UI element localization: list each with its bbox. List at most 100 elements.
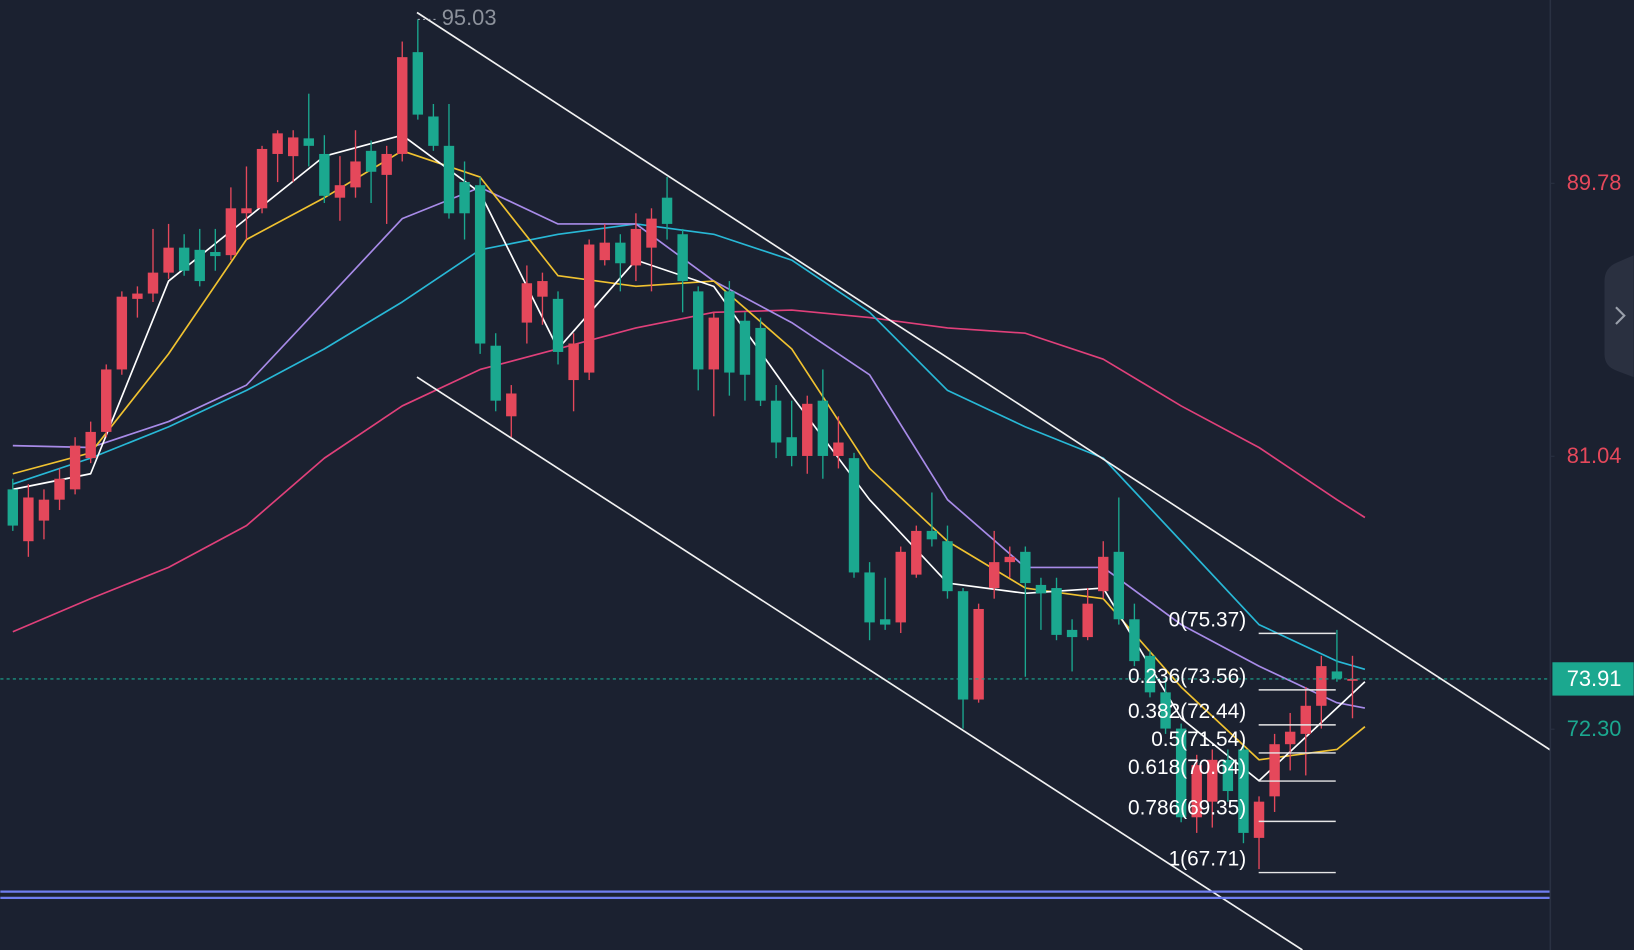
candle-body <box>1284 731 1296 745</box>
candle-body <box>38 499 50 521</box>
last-price-label: 73.91 <box>1567 666 1622 691</box>
candle-body <box>1160 692 1171 729</box>
candle-body <box>1222 759 1234 792</box>
y-tick-label: 89.78 <box>1567 170 1622 195</box>
y-tick-label: 72.30 <box>1567 716 1622 741</box>
candle-body <box>1316 666 1327 706</box>
candle-body <box>381 153 392 175</box>
candle-body <box>630 228 642 266</box>
moving-average-line <box>12 223 1366 671</box>
candle-body <box>350 161 361 188</box>
candle-body <box>210 252 221 257</box>
candle-body <box>1113 551 1125 620</box>
side-panel-toggle[interactable] <box>1604 255 1634 378</box>
candle-body <box>646 218 657 248</box>
candle-body <box>599 242 610 261</box>
last-price-box <box>1552 662 1634 696</box>
candle-body <box>365 150 377 172</box>
fib-level-label: 0(75.37) <box>1169 608 1247 631</box>
candle-body <box>552 298 564 352</box>
candle-body <box>926 530 938 540</box>
candle-body <box>1004 556 1015 563</box>
candle-body <box>116 296 128 370</box>
candle-body <box>911 530 922 575</box>
candle-body <box>1269 744 1280 797</box>
candle-body <box>7 489 19 526</box>
candle-body <box>85 431 96 459</box>
moving-average-line <box>12 309 1366 633</box>
candle-body <box>1191 765 1202 818</box>
fib-level-label: 0.5(71.54) <box>1151 728 1246 751</box>
candle-body <box>1238 749 1249 833</box>
candle-body <box>1175 728 1187 818</box>
candle-body <box>23 497 34 542</box>
candle-body <box>334 185 346 198</box>
fib-level-label: 0.236(73.56) <box>1128 665 1246 688</box>
fib-level-label: 0.786(69.35) <box>1128 796 1246 819</box>
candle-body <box>225 208 237 256</box>
candle-body <box>817 400 829 456</box>
candle-body <box>583 244 595 373</box>
candle-body <box>848 458 860 573</box>
candle-body <box>178 247 190 271</box>
candle-body <box>973 608 984 700</box>
candle-body <box>1207 759 1218 802</box>
candle-body <box>864 572 875 623</box>
candle-body <box>693 291 704 370</box>
candle-body <box>739 320 751 375</box>
candle-body <box>677 234 688 282</box>
candle-body <box>101 369 112 432</box>
candle-body <box>506 393 517 417</box>
candle-body <box>194 249 205 282</box>
candle-body <box>412 52 424 115</box>
candle-body <box>1051 588 1062 635</box>
candle-body <box>54 478 65 500</box>
candle-body <box>163 247 174 273</box>
candle-body <box>615 242 626 264</box>
candle-body <box>1066 629 1078 638</box>
candle-body <box>770 400 782 443</box>
candle-body <box>1129 619 1140 662</box>
candle-body <box>287 137 299 157</box>
candle-body <box>1098 556 1109 592</box>
candle-body <box>802 403 813 456</box>
candle-body <box>132 293 143 299</box>
candle-body <box>459 182 470 214</box>
fib-level-label: 0.618(70.64) <box>1128 756 1246 779</box>
trend-line-lower <box>416 376 1303 950</box>
candle-body <box>521 283 533 323</box>
candle-body <box>397 57 408 154</box>
candle-body <box>786 437 797 456</box>
candle-body <box>319 153 330 196</box>
candle-body <box>1300 705 1311 734</box>
fib-level-label: 1(67.71) <box>1169 848 1247 871</box>
candle-body <box>537 281 548 297</box>
candle-body <box>147 272 159 294</box>
candle-body <box>69 445 81 490</box>
candle-body <box>256 148 268 209</box>
candle-body <box>895 551 906 623</box>
trend-line-upper <box>416 11 1551 751</box>
toggle-tab[interactable] <box>1604 255 1634 378</box>
candle-body <box>708 317 720 370</box>
candle-body <box>272 133 283 154</box>
candle-body <box>490 345 501 401</box>
candle-body <box>1331 671 1343 679</box>
candle-body <box>1020 551 1031 584</box>
candle-body <box>1035 584 1047 594</box>
candle-body <box>474 185 486 344</box>
candle-body <box>957 591 969 700</box>
toggle-chevron[interactable] <box>1615 306 1626 325</box>
candle-body <box>1347 678 1358 681</box>
peak-label: 95.03 <box>442 5 497 30</box>
candle-body <box>724 291 735 373</box>
candle-body <box>1253 801 1265 838</box>
candle-body <box>443 145 455 214</box>
candle-body <box>988 562 1000 589</box>
candle-body <box>428 116 439 146</box>
candle-body <box>1144 655 1156 693</box>
candle-body <box>755 327 766 401</box>
y-tick-label: 81.04 <box>1567 443 1622 468</box>
